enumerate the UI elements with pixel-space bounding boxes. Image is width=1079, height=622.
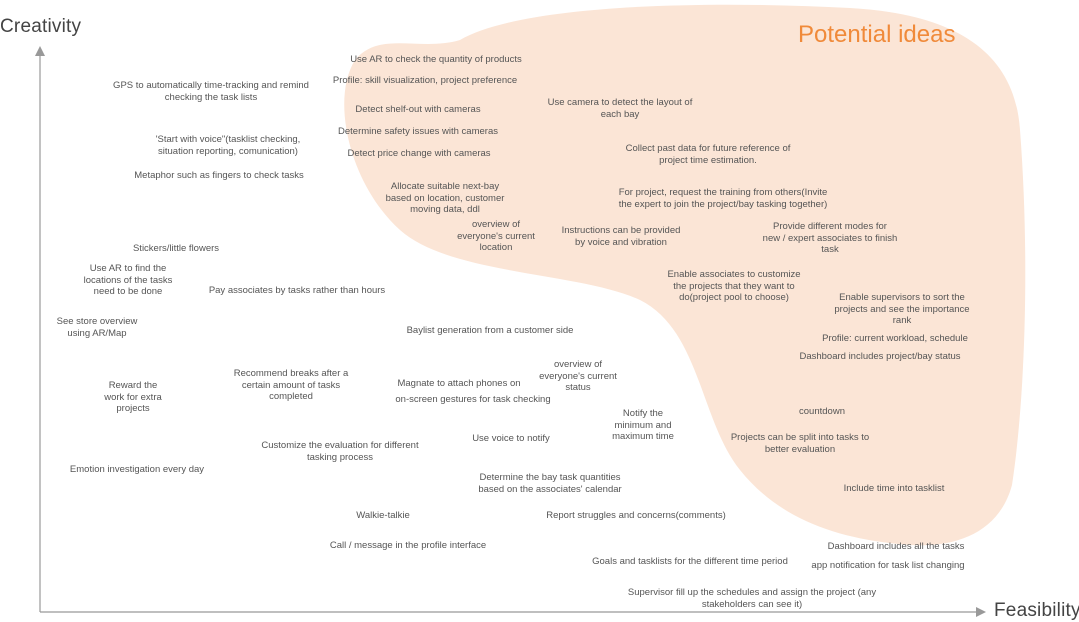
- idea-note: Determine the bay task quantities based …: [478, 472, 622, 495]
- idea-note: Detect price change with cameras: [347, 148, 491, 159]
- potential-ideas-title: Potential ideas: [798, 21, 956, 48]
- idea-note: Use voice to notify: [472, 433, 550, 444]
- idea-note: Stickers/little flowers: [132, 243, 220, 254]
- idea-note: Baylist generation from a customer side: [406, 325, 574, 336]
- idea-note: Dashboard includes all the tasks: [827, 541, 965, 552]
- idea-note: Magnate to attach phones on: [397, 378, 521, 389]
- idea-note: Instructions can be provided by voice an…: [561, 225, 681, 248]
- idea-note: Reward the work for extra projects: [104, 380, 162, 414]
- idea-note: Metaphor such as fingers to check tasks: [134, 170, 304, 181]
- x-axis-arrow-icon: [976, 607, 986, 617]
- idea-note: Include time into tasklist: [843, 483, 945, 494]
- y-axis: [35, 46, 45, 612]
- idea-note: Pay associates by tasks rather than hour…: [208, 285, 386, 296]
- idea-note: Provide different modes for new / expert…: [762, 221, 898, 255]
- idea-note: on-screen gestures for task checking: [395, 394, 551, 405]
- idea-note: Profile: current workload, schedule: [822, 333, 968, 344]
- idea-note: Notify the minimum and maximum time: [612, 408, 674, 442]
- idea-note: countdown: [799, 406, 845, 417]
- x-axis: [40, 607, 986, 617]
- y-axis-label: Creativity: [0, 16, 82, 37]
- idea-note: Detect shelf-out with cameras: [355, 104, 481, 115]
- x-axis-label: Feasibility: [994, 600, 1079, 621]
- idea-note: See store overview using AR/Map: [56, 316, 138, 339]
- idea-note: Enable associates to customize the proje…: [667, 269, 801, 303]
- idea-note: Call / message in the profile interface: [329, 540, 487, 551]
- idea-note: Emotion investigation every day: [69, 464, 205, 475]
- idea-note: Determine safety issues with cameras: [338, 126, 498, 137]
- idea-note: 'Start with voice"(tasklist checking, si…: [155, 134, 301, 157]
- idea-note: overview of everyone's current location: [457, 219, 535, 253]
- idea-note: Use AR to check the quantity of products: [350, 54, 522, 65]
- potential-ideas-region: [344, 4, 1026, 546]
- idea-note: GPS to automatically time-tracking and r…: [113, 80, 309, 103]
- idea-note: Collect past data for future reference o…: [625, 143, 791, 166]
- idea-note: Supervisor fill up the schedules and ass…: [627, 587, 877, 610]
- idea-note: overview of everyone's current status: [539, 359, 617, 393]
- idea-note: Report struggles and concerns(comments): [546, 510, 726, 521]
- idea-note: Customize the evaluation for different t…: [261, 440, 419, 463]
- idea-note: Profile: skill visualization, project pr…: [332, 75, 518, 86]
- idea-note: Enable supervisors to sort the projects …: [834, 292, 970, 326]
- idea-note: Goals and tasklists for the different ti…: [592, 556, 788, 567]
- y-axis-arrow-icon: [35, 46, 45, 56]
- idea-note: Projects can be split into tasks to bett…: [730, 432, 870, 455]
- idea-note: Use camera to detect the layout of each …: [547, 97, 693, 120]
- idea-note: Recommend breaks after a certain amount …: [233, 368, 349, 402]
- idea-note: For project, request the training from o…: [618, 187, 828, 210]
- idea-note: Use AR to find the locations of the task…: [83, 263, 173, 297]
- idea-note: Dashboard includes project/bay status: [799, 351, 961, 362]
- idea-note: app notification for task list changing: [811, 560, 965, 571]
- idea-note: Walkie-talkie: [356, 510, 410, 521]
- idea-note: Allocate suitable next-bay based on loca…: [385, 181, 505, 215]
